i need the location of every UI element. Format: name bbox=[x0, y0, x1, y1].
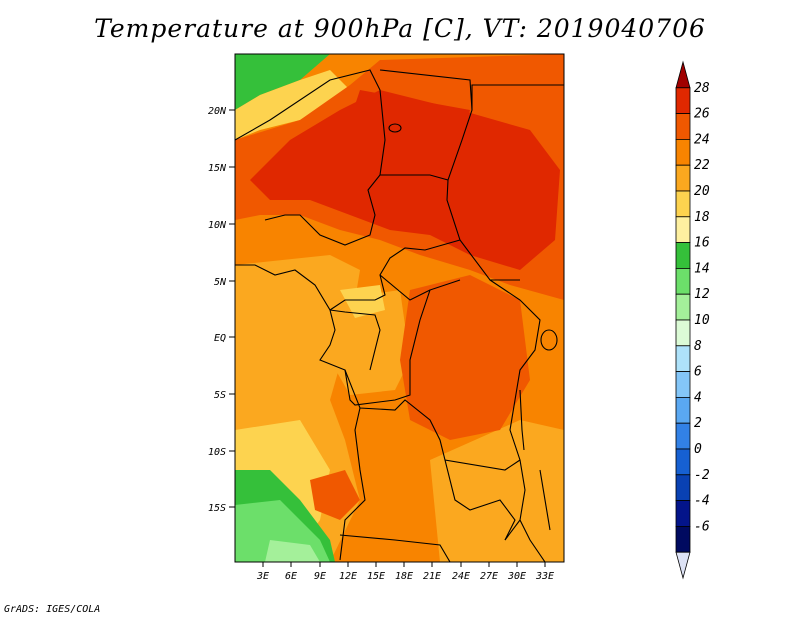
colorbar-label: 6 bbox=[694, 365, 702, 380]
field-drc-hot bbox=[400, 275, 530, 440]
lon-label: 9E bbox=[314, 571, 326, 582]
colorbar-label: 12 bbox=[694, 287, 710, 302]
lat-label: 20N bbox=[208, 106, 227, 117]
lat-label: EQ bbox=[214, 333, 226, 344]
lon-label: 24E bbox=[452, 571, 470, 582]
temperature-field bbox=[235, 54, 564, 562]
colorbar-label: 2 bbox=[694, 416, 702, 431]
colorbar-top-triangle bbox=[675, 60, 691, 89]
colorbar-swatch bbox=[675, 293, 691, 321]
lon-label: 30E bbox=[507, 571, 526, 582]
colorbar-swatch bbox=[675, 164, 691, 192]
field-angola-hot bbox=[310, 470, 360, 520]
lon-label: 27E bbox=[480, 571, 498, 582]
lat-label: 15N bbox=[208, 163, 227, 174]
colorbar-swatch bbox=[675, 138, 691, 166]
colorbar-label: -4 bbox=[694, 494, 710, 509]
field-congo-basin bbox=[330, 290, 410, 395]
colorbar-swatch bbox=[675, 319, 691, 347]
colorbar-swatch bbox=[675, 113, 691, 140]
field-sahel-hottest bbox=[250, 90, 560, 270]
colorbar-swatch bbox=[675, 500, 691, 527]
colorbar-label: 4 bbox=[694, 390, 702, 405]
lon-label: 21E bbox=[423, 571, 441, 582]
colorbar-label: 24 bbox=[694, 132, 710, 147]
colorbar-swatch bbox=[675, 474, 691, 501]
lat-labels: 20N 15N 10N 5N EQ 5S 10S 15S bbox=[208, 106, 227, 514]
colorbar-swatch bbox=[675, 267, 691, 295]
colorbar-label: 0 bbox=[694, 442, 702, 457]
colorbar-swatch bbox=[675, 526, 691, 553]
colorbar-swatch bbox=[675, 422, 691, 450]
colorbar-label: 8 bbox=[694, 339, 702, 354]
field-namib-pale bbox=[265, 540, 320, 562]
lake-chad bbox=[388, 123, 402, 133]
colorbar-bottom-triangle bbox=[675, 551, 691, 580]
colorbar-label: 16 bbox=[694, 236, 710, 251]
colorbar-label: -6 bbox=[694, 519, 710, 534]
grads-credit: GrADS: IGES/COLA bbox=[4, 604, 101, 615]
lat-ticks bbox=[229, 109, 235, 508]
lat-label: 15S bbox=[208, 503, 226, 514]
political-borders bbox=[235, 69, 564, 562]
colorbar-swatch bbox=[675, 448, 691, 476]
lake-malawi bbox=[539, 469, 551, 531]
colorbar-swatch bbox=[675, 190, 691, 218]
colorbar-label: 18 bbox=[694, 210, 710, 225]
colorbar-label: -2 bbox=[694, 468, 710, 483]
map-title: Temperature at 900hPa [C], VT: 201904070… bbox=[94, 14, 706, 43]
lon-label: 18E bbox=[395, 571, 413, 582]
lon-ticks bbox=[262, 562, 546, 567]
field-cameroon-cool bbox=[340, 285, 385, 318]
map-frame bbox=[234, 53, 565, 563]
lon-label: 15E bbox=[367, 571, 385, 582]
colorbar-swatch bbox=[675, 242, 691, 269]
colorbar-label: 26 bbox=[694, 107, 710, 122]
colorbar-swatch bbox=[675, 87, 691, 115]
field-northwest-green bbox=[235, 54, 330, 110]
colorbar-swatch bbox=[675, 216, 691, 244]
colorbar-swatch bbox=[675, 345, 691, 372]
colorbar-label: 14 bbox=[694, 261, 710, 276]
colorbar-label: 28 bbox=[694, 81, 710, 96]
lat-label: 5S bbox=[214, 390, 226, 401]
lat-label: 10N bbox=[208, 220, 227, 231]
lon-label: 6E bbox=[285, 571, 297, 582]
colorbar-label: 20 bbox=[694, 184, 710, 199]
lakes bbox=[388, 123, 558, 531]
lon-labels: 3E 6E 9E 12E 15E 18E 21E 24E 27E 30E 33E bbox=[256, 571, 554, 582]
lat-label: 5N bbox=[214, 277, 227, 288]
lat-label: 10S bbox=[208, 447, 226, 458]
lon-label: 3E bbox=[256, 571, 269, 582]
lon-label: 12E bbox=[339, 571, 357, 582]
lon-label: 33E bbox=[535, 571, 554, 582]
lake-victoria bbox=[540, 329, 558, 351]
colorbar-label: 10 bbox=[694, 313, 710, 328]
colorbar-label: 22 bbox=[694, 158, 710, 173]
colorbar-swatch bbox=[675, 396, 691, 424]
colorbar-swatch bbox=[675, 371, 691, 398]
lake-tanganyika bbox=[519, 389, 525, 451]
field-southeast bbox=[430, 420, 564, 562]
field-chad-hottest bbox=[340, 90, 470, 170]
